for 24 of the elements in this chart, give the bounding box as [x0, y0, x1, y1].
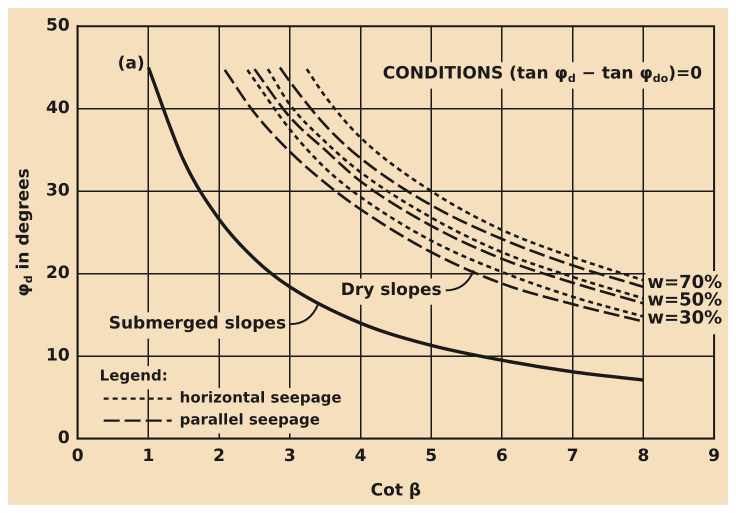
y-tick-label: 10	[46, 346, 70, 366]
x-tick-label: 9	[708, 446, 720, 466]
x-tick-label: 8	[637, 446, 650, 466]
x-tick-label: 1	[142, 446, 154, 466]
x-tick-label: 7	[566, 446, 579, 466]
annotation: (a)	[118, 54, 145, 74]
y-tick-label: 40	[46, 98, 70, 118]
legend-label: parallel seepage	[180, 410, 320, 428]
y-axis-title: φd in degrees	[13, 168, 35, 297]
x-tick-label: 2	[213, 446, 226, 466]
y-tick-label: 0	[58, 428, 70, 448]
x-tick-label: 6	[496, 446, 508, 466]
annotation: Submerged slopes	[108, 314, 286, 334]
x-tick-label: 5	[425, 446, 438, 466]
annotation: Dry slopes	[340, 280, 442, 300]
y-tick-label: 20	[46, 263, 70, 284]
y-tick-label: 50	[46, 16, 70, 36]
x-tick-label: 4	[354, 446, 367, 466]
x-tick-label: 0	[72, 446, 84, 466]
x-tick-label: 3	[284, 446, 296, 466]
legend-title: Legend:	[100, 366, 168, 384]
legend-label: horizontal seepage	[180, 388, 342, 406]
y-tick-label: 30	[46, 180, 70, 201]
x-axis-title: Cot β	[370, 480, 422, 500]
